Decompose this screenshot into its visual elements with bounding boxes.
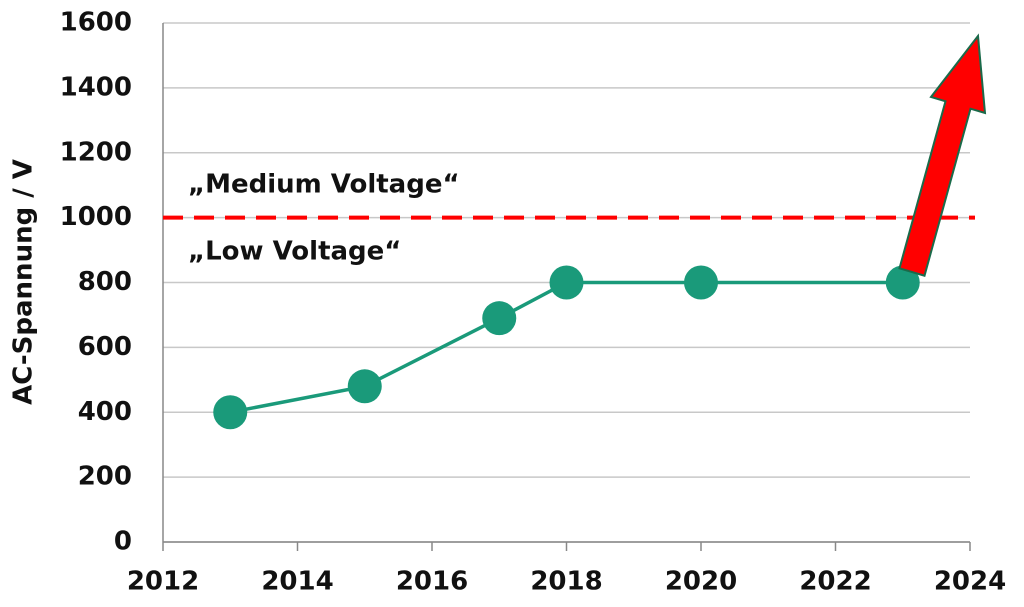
y-tick-label: 600 xyxy=(78,332,132,362)
y-tick-label: 1000 xyxy=(60,202,132,232)
data-point xyxy=(885,265,920,300)
series-line xyxy=(229,280,903,414)
data-point xyxy=(347,369,382,404)
y-tick-label: 1600 xyxy=(60,8,132,38)
y-axis-label: AC-Spannung / V xyxy=(9,159,39,405)
x-tick-label: 2020 xyxy=(665,567,737,597)
x-tick-label: 2022 xyxy=(799,567,871,597)
x-tick-label: 2024 xyxy=(934,567,1006,597)
x-tick-label: 2014 xyxy=(261,567,333,597)
y-tick-label: 400 xyxy=(78,397,132,427)
data-point xyxy=(213,395,248,430)
data-point xyxy=(684,265,718,300)
x-tick-label: 2016 xyxy=(396,567,468,597)
y-tick-label: 200 xyxy=(78,462,132,492)
x-tick-label: 2012 xyxy=(127,567,199,597)
y-tick-label: 1200 xyxy=(60,137,132,167)
y-tick-label: 1400 xyxy=(60,72,132,102)
trend-arrow xyxy=(898,33,987,277)
data-point xyxy=(482,301,517,336)
y-tick-label: 800 xyxy=(78,267,132,297)
y-tick-label: 0 xyxy=(114,527,132,557)
plot xyxy=(213,265,920,430)
data-point xyxy=(549,265,584,300)
annotation: „Medium Voltage“ xyxy=(188,170,460,200)
x-tick-label: 2018 xyxy=(530,567,602,597)
annotation: „Low Voltage“ xyxy=(188,237,401,267)
